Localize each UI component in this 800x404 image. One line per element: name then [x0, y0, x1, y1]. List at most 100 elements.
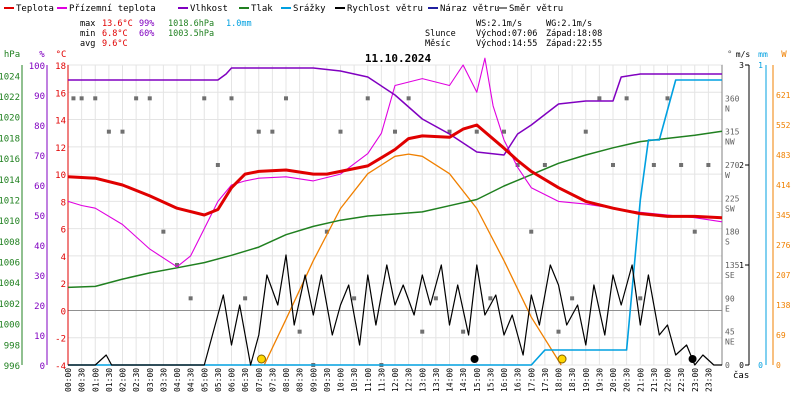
tick-label-x: 15:00	[473, 368, 482, 392]
tick-label-x: 16:00	[500, 368, 509, 392]
tick-label-x: 13:30	[432, 368, 441, 392]
tick-label-pct: 0	[40, 362, 45, 372]
tick-label-dir-name: NE	[725, 338, 735, 347]
tick-label-temp: 18	[55, 62, 66, 72]
wind-direction-point	[161, 229, 166, 234]
info-sun-rise: Východ:07:06	[476, 29, 537, 39]
tick-label-pct: 50	[34, 212, 45, 222]
tick-label-hpa: 1016	[0, 155, 20, 165]
wind-direction-point	[461, 329, 466, 334]
wind-direction-point	[256, 129, 261, 134]
tick-label-temp: 2	[61, 280, 66, 290]
stat-value: min	[80, 29, 95, 39]
tick-label-x: 10:00	[337, 368, 346, 392]
tick-label-hpa: 1000	[0, 321, 20, 331]
tick-label-x: 02:00	[119, 368, 128, 392]
tick-label-solar: 483	[776, 151, 791, 160]
tick-label-x: 09:30	[323, 368, 332, 392]
tick-label-solar: 345	[776, 211, 791, 220]
tick-label-hpa: 1010	[0, 217, 20, 227]
tick-label-x: 18:30	[568, 368, 577, 392]
wind-direction-point	[120, 129, 125, 134]
tick-label-pct: 10	[34, 332, 45, 342]
tick-label-ms: 3	[739, 61, 744, 70]
tick-label-x: 23:00	[691, 368, 700, 392]
wind-direction-point	[583, 129, 588, 134]
wind-direction-point	[502, 129, 506, 134]
tick-label-x: 12:00	[391, 368, 400, 392]
stat-value: 99%	[139, 19, 154, 29]
tick-label-dir-name: E	[725, 304, 730, 313]
wind-direction-point	[611, 163, 615, 167]
tick-label-x: 00:30	[78, 368, 87, 392]
tick-label-x: 02:30	[132, 368, 141, 392]
tick-label-x: 17:30	[541, 368, 550, 392]
wind-direction-point	[297, 329, 302, 334]
tick-label-x: 03:00	[146, 368, 155, 392]
wind-direction-point	[229, 96, 234, 101]
tick-label-pct: 20	[34, 302, 45, 312]
tick-label-dir-name: S	[725, 238, 730, 247]
marker-sunset	[557, 354, 567, 364]
info-ws: WS:2.1m/s	[476, 19, 522, 29]
axis-label-pct: %	[39, 50, 45, 60]
tick-label-x: 05:00	[200, 368, 209, 392]
tick-label-temp: 8	[61, 198, 66, 208]
wind-direction-point	[542, 163, 547, 167]
tick-label-temp: -2	[55, 335, 66, 345]
legend-entry: Vlhkost	[190, 4, 228, 14]
tick-label-x: 17:00	[527, 368, 536, 392]
tick-label-dir: 225	[725, 194, 740, 203]
wind-direction-point	[420, 329, 425, 334]
tick-label-solar: 138	[776, 301, 791, 310]
tick-label-x: 06:00	[228, 368, 237, 392]
series-temperature	[67, 123, 723, 220]
wind-direction-point	[433, 296, 438, 301]
tick-label-temp: 14	[55, 117, 66, 127]
tick-label-x: 04:00	[173, 368, 182, 392]
tick-label-pct: 90	[34, 92, 45, 102]
tick-label-x: 13:00	[418, 368, 427, 392]
tick-label-dir: 270	[725, 161, 740, 170]
series-humidity	[68, 67, 722, 156]
axis-label-x: čas	[733, 370, 749, 381]
tick-label-x: 12:30	[405, 368, 414, 392]
tick-label-dir-name: W	[725, 171, 730, 180]
tick-label-x: 11:30	[377, 368, 386, 392]
wind-direction-point	[324, 229, 329, 234]
axis-label-mm: mm	[758, 50, 768, 59]
tick-label-solar: 69	[776, 331, 786, 340]
series-pressure	[67, 130, 723, 289]
tick-label-temp: 0	[61, 307, 66, 317]
wind-direction-point	[352, 296, 357, 301]
tick-label-hpa: 996	[4, 362, 20, 372]
wind-direction-point	[215, 163, 220, 167]
tick-label-dir-name: N	[725, 104, 730, 113]
chart-title: 11.10.2024	[365, 52, 432, 65]
tick-label-solar: 0	[776, 361, 781, 370]
tick-label-hpa: 1002	[0, 300, 20, 310]
wind-direction-point	[188, 296, 193, 301]
tick-label-x: 08:00	[282, 368, 291, 392]
info-wg: WG:2.1m/s	[546, 19, 592, 29]
series-solar	[263, 153, 562, 366]
wind-direction-point	[202, 96, 207, 101]
tick-label-x: 07:00	[255, 368, 264, 392]
legend-entry: Náraz větru	[440, 4, 500, 14]
tick-label-x: 20:00	[609, 368, 618, 392]
tick-label-x: 22:30	[677, 368, 686, 392]
series-rain	[68, 79, 722, 366]
tick-label-mm: 0	[758, 361, 763, 370]
tick-label-solar: 414	[776, 181, 791, 190]
info-moon-rise: Východ:14:55	[476, 39, 537, 49]
wind-direction-point	[93, 96, 98, 101]
tick-label-solar: 552	[776, 121, 791, 130]
axis-label-solar: W	[781, 50, 787, 60]
info-moon-set: Západ:22:55	[546, 39, 602, 49]
tick-label-ms: 2	[739, 161, 744, 170]
wind-direction-point	[393, 129, 397, 134]
wind-direction-point	[638, 296, 643, 301]
tick-label-hpa: 1008	[0, 238, 20, 248]
wind-direction-point	[706, 163, 711, 167]
stat-value: 60%	[139, 29, 154, 39]
